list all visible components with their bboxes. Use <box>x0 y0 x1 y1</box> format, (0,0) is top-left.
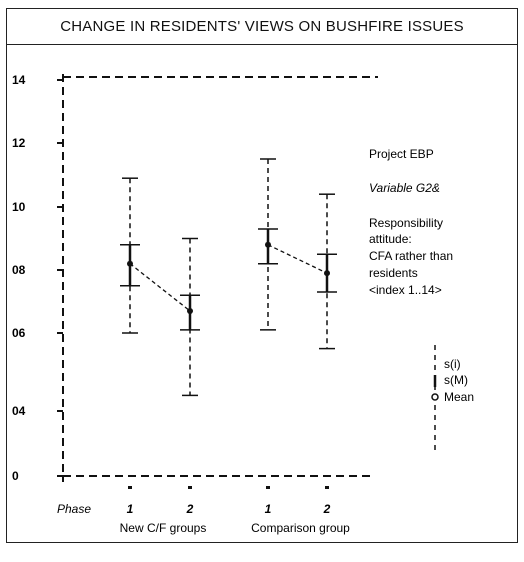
legend-mean-symbol <box>431 393 439 401</box>
chart-title: CHANGE IN RESIDENTS' VIEWS ON BUSHFIRE I… <box>6 8 518 45</box>
mean-point <box>265 241 271 248</box>
x-tick-mark <box>325 486 329 489</box>
phase-row-label: Phase <box>57 502 91 516</box>
annotation-line-5: CFA rather than <box>369 249 453 263</box>
annotation-line-3: Responsibility <box>369 216 443 230</box>
phase-label: 2 <box>323 502 331 516</box>
annotation-line-1: Project EBP <box>369 147 434 161</box>
legend-si-label: s(i) <box>444 357 461 371</box>
x-label-group: Phase 1 2 New C/F groups 1 2 Comparison group <box>57 486 350 535</box>
y-tick-label: 0 <box>12 469 19 483</box>
annotation-line-2: Variable G2& <box>369 181 440 195</box>
y-tick-label: 14 <box>12 73 26 87</box>
y-tick-label: 10 <box>12 200 26 214</box>
legend: s(i) s(M) Mean <box>431 345 474 452</box>
mean-point <box>187 307 193 314</box>
x-tick-mark <box>188 486 192 489</box>
group-connector-line <box>129 263 191 312</box>
legend-mean-label: Mean <box>444 390 474 404</box>
x-tick-mark <box>266 486 270 489</box>
y-tick-label: 12 <box>12 136 26 150</box>
group-label: Comparison group <box>251 521 350 535</box>
y-tick-label: 06 <box>12 326 26 340</box>
y-tick-group: 14 12 10 08 06 04 0 <box>12 73 63 483</box>
y-tick-label: 08 <box>12 263 26 277</box>
phase-label: 1 <box>265 502 272 516</box>
mean-point <box>127 260 133 267</box>
group-connector-line <box>267 244 328 274</box>
annotation-line-7: <index 1..14> <box>369 283 442 297</box>
phase-label: 2 <box>186 502 194 516</box>
annotation-line-4: attitude: <box>369 232 412 246</box>
phase-label: 1 <box>127 502 134 516</box>
mean-point <box>324 270 330 277</box>
data-marks <box>120 158 337 397</box>
chart-frame <box>6 8 518 543</box>
annotation-line-6: residents <box>369 266 418 280</box>
legend-sm-label: s(M) <box>444 373 468 387</box>
group-label: New C/F groups <box>120 521 207 535</box>
x-tick-mark <box>128 486 132 489</box>
y-tick-label: 04 <box>12 404 26 418</box>
